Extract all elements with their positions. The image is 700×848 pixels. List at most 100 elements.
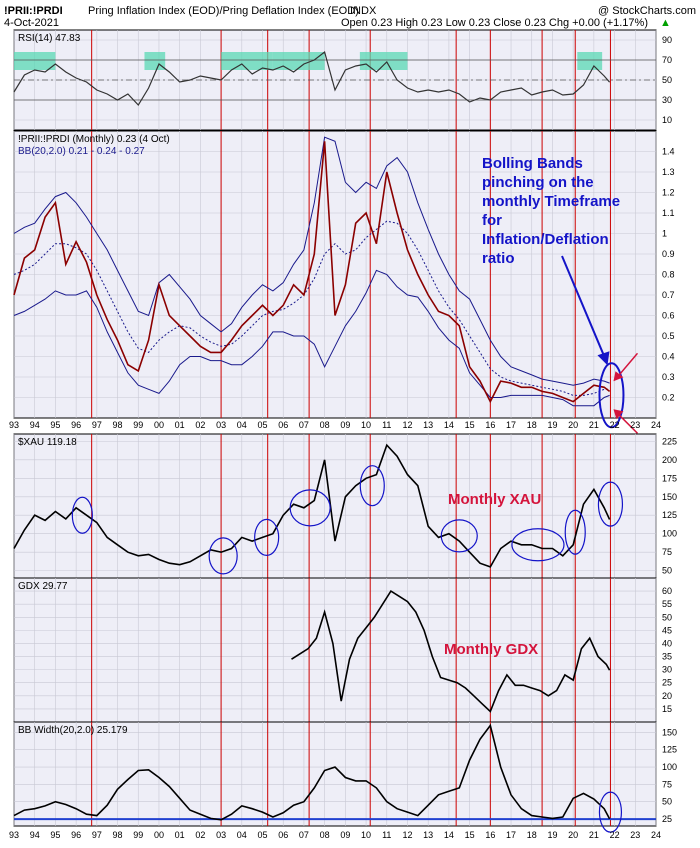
x-tick-label: 03 <box>216 830 226 840</box>
x-tick-label: 23 <box>630 420 640 430</box>
x-tick-label: 10 <box>361 830 371 840</box>
x-tick-label: 19 <box>547 420 557 430</box>
ratio-y-tick-label: 0.2 <box>662 393 675 403</box>
gdx-y-tick-label: 35 <box>662 652 672 662</box>
x-tick-label: 20 <box>568 420 578 430</box>
gdx-y-tick-label: 50 <box>662 612 672 622</box>
x-tick-label: 18 <box>527 830 537 840</box>
x-tick-label: 97 <box>92 830 102 840</box>
xau-y-tick-label: 200 <box>662 455 677 465</box>
xau-highlight-circle <box>289 489 331 527</box>
xau-highlight-circle <box>359 465 385 507</box>
x-tick-label: 09 <box>340 830 350 840</box>
ratio-y-tick-label: 0.9 <box>662 249 675 259</box>
x-tick-label: 08 <box>320 830 330 840</box>
x-axis-middle: 93 94 95 96 97 98 99 00 01 02 03 04 05 06 07 08 09 10 11 12… <box>9 420 661 430</box>
blue-arrow-shaft <box>561 255 607 360</box>
bbw-y-tick-label: 25 <box>662 814 672 824</box>
x-tick-label: 93 <box>9 420 19 430</box>
ratio-y-tick-label: 1.3 <box>662 167 675 177</box>
x-axis-bottom: 93 94 95 96 97 98 99 00 01 02 03 04 05 06 07 08 09 10 11 12… <box>9 830 661 840</box>
rsi-overbought-zone <box>577 52 603 70</box>
x-tick-label: 12 <box>402 830 412 840</box>
rsi-y-tick-label: 30 <box>662 95 672 105</box>
x-tick-label: 96 <box>71 420 81 430</box>
x-tick-label: 06 <box>278 420 288 430</box>
ratio-y-tick-label: 0.4 <box>662 352 675 362</box>
xau-y-tick-label: 75 <box>662 547 672 557</box>
ratio-label: !PRII:!PRDI (Monthly) 0.23 (4 Oct) <box>18 134 170 145</box>
x-tick-label: 15 <box>465 830 475 840</box>
chg-up-icon: ▲ <box>660 17 671 29</box>
ratio-y-tick-label: 1 <box>662 229 667 239</box>
xau-highlight-circle <box>511 528 565 562</box>
x-tick-label: 99 <box>133 420 143 430</box>
x-tick-label: 11 <box>382 420 391 430</box>
upper-band-line <box>13 136 610 386</box>
xau-highlight-circle <box>440 519 478 553</box>
x-tick-label: 93 <box>9 830 19 840</box>
x-tick-label: 00 <box>154 830 164 840</box>
date-label: 4-Oct-2021 <box>4 17 59 29</box>
bbw-y-tick-label: 75 <box>662 779 672 789</box>
exchange-label: INDX <box>350 5 377 17</box>
gdx-y-tick-label: 25 <box>662 678 672 688</box>
x-tick-label: 01 <box>175 420 185 430</box>
ratio-y-tick-label: 0.5 <box>662 331 675 341</box>
x-tick-label: 21 <box>589 830 599 840</box>
rsi-y-tick-label: 90 <box>662 35 672 45</box>
x-tick-label: 00 <box>154 420 164 430</box>
x-tick-label: 20 <box>568 830 578 840</box>
bollinger-note-line-6: ratio <box>482 250 515 267</box>
bbw-frame <box>13 721 657 827</box>
xau-highlight-circle <box>564 509 586 555</box>
gdx-panel: 15 20 25 30 35 40 45 50 55 60 GDX 29.77 <box>13 577 672 723</box>
x-tick-label: 06 <box>278 830 288 840</box>
x-tick-label: 13 <box>423 830 433 840</box>
ratio-panel: 0.2 0.3 0.4 0.5 0.6 0.7 0.8 0.9 1 1.1 1.2 1.3 1.4 !PR… <box>13 130 675 434</box>
rsi-overbought-zone <box>359 52 387 70</box>
ratio-y-tick-label: 0.3 <box>662 372 675 382</box>
red-arrow-lower-head-icon <box>613 409 624 420</box>
gdx-note: Monthly GDX <box>444 641 538 658</box>
rsi-overbought-zone <box>272 52 304 70</box>
bollinger-note-line-1: Bolling Bands <box>482 155 583 172</box>
rsi-y-tick-label: 10 <box>662 115 672 125</box>
bollinger-note-line-2: pinching on the <box>482 174 594 191</box>
rsi-y-tick-label: 70 <box>662 55 672 65</box>
x-tick-label: 10 <box>361 420 371 430</box>
x-tick-label: 14 <box>444 830 454 840</box>
gdx-y-tick-label: 15 <box>662 704 672 714</box>
x-tick-label: 98 <box>113 420 123 430</box>
x-tick-label: 94 <box>30 830 40 840</box>
xau-highlight-circle <box>597 481 624 527</box>
x-tick-label: 95 <box>50 830 60 840</box>
xau-y-tick-label: 150 <box>662 492 677 502</box>
x-tick-label: 15 <box>465 420 475 430</box>
x-tick-label: 07 <box>299 830 309 840</box>
x-tick-label: 11 <box>382 830 391 840</box>
gdx-label: GDX 29.77 <box>18 581 68 592</box>
x-tick-label: 02 <box>195 830 205 840</box>
rsi-line <box>13 50 611 106</box>
ratio-y-tick-label: 0.6 <box>662 311 675 321</box>
x-tick-label: 05 <box>258 420 268 430</box>
x-tick-label: 07 <box>299 420 309 430</box>
x-tick-label: 02 <box>195 420 205 430</box>
ratio-y-tick-label: 0.7 <box>662 290 675 300</box>
x-tick-label: 17 <box>506 420 516 430</box>
rsi-overbought-zone <box>14 52 56 70</box>
x-tick-label: 04 <box>237 420 247 430</box>
x-tick-label: 22 <box>610 830 620 840</box>
bbw-highlight-circle <box>598 791 623 833</box>
x-tick-label: 12 <box>402 420 412 430</box>
x-tick-label: 08 <box>320 420 330 430</box>
ratio-y-tick-label: 1.4 <box>662 147 675 157</box>
ratio-price-line <box>13 141 611 404</box>
gdx-y-tick-label: 20 <box>662 691 672 701</box>
red-arrow-upper-head-icon <box>613 371 624 382</box>
ratio-y-tick-label: 1.1 <box>662 208 675 218</box>
symbol-label: !PRII:!PRDI <box>4 5 63 17</box>
x-tick-label: 05 <box>258 830 268 840</box>
xau-label: $XAU 119.18 <box>18 437 77 448</box>
